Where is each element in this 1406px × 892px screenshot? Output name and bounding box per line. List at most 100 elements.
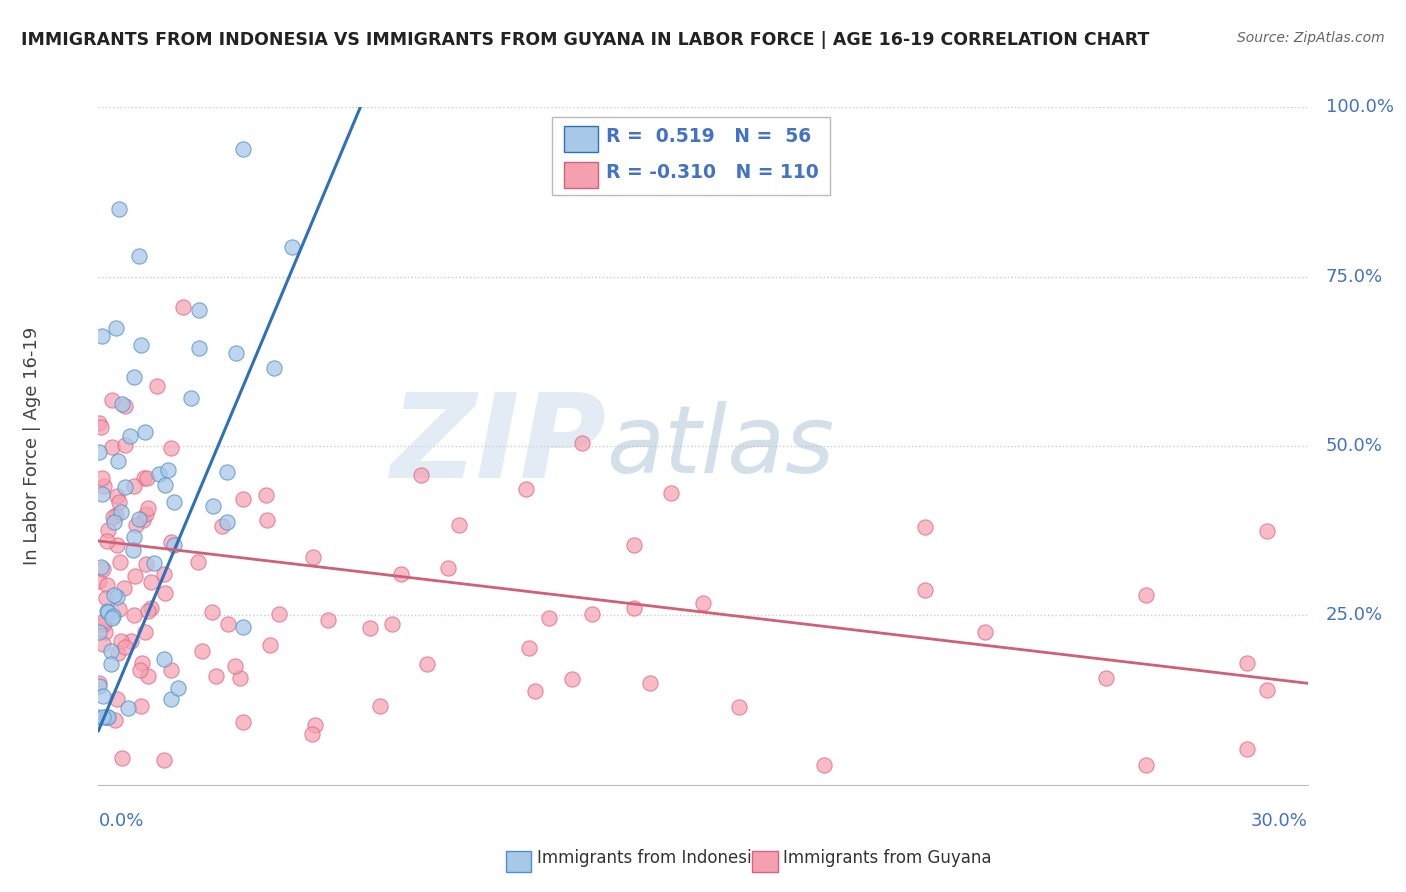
Point bbox=[538, 610, 561, 624]
Point bbox=[131, 657, 153, 671]
Point bbox=[135, 508, 157, 522]
Point bbox=[136, 604, 159, 618]
Text: Source: ZipAtlas.com: Source: ZipAtlas.com bbox=[1237, 31, 1385, 45]
Text: 75.0%: 75.0% bbox=[1326, 268, 1384, 285]
Point bbox=[112, 581, 135, 595]
Point bbox=[232, 491, 254, 506]
Point bbox=[103, 515, 125, 529]
Point bbox=[87, 710, 110, 724]
Point bbox=[111, 397, 134, 411]
Point bbox=[974, 625, 997, 640]
Point bbox=[108, 555, 131, 569]
Point bbox=[153, 586, 176, 600]
Point bbox=[263, 361, 285, 376]
Point bbox=[91, 329, 114, 343]
Point bbox=[101, 393, 124, 408]
Point bbox=[93, 614, 115, 628]
Point bbox=[122, 529, 145, 543]
Point bbox=[254, 488, 277, 502]
Point bbox=[96, 604, 118, 618]
Point bbox=[692, 596, 714, 610]
Point bbox=[523, 683, 546, 698]
Point bbox=[132, 513, 155, 527]
Point bbox=[107, 453, 129, 467]
Point bbox=[129, 338, 152, 352]
Point bbox=[225, 346, 247, 360]
Point bbox=[136, 501, 159, 516]
Point bbox=[107, 202, 129, 216]
Point bbox=[87, 574, 110, 588]
Text: 100.0%: 100.0% bbox=[1326, 98, 1393, 116]
Point bbox=[105, 320, 128, 334]
FancyBboxPatch shape bbox=[551, 117, 830, 195]
Point bbox=[114, 640, 136, 654]
Point bbox=[89, 679, 111, 693]
Point bbox=[105, 489, 128, 503]
Point bbox=[90, 420, 112, 434]
Point bbox=[160, 441, 183, 455]
Point bbox=[87, 675, 110, 690]
Point bbox=[114, 438, 136, 452]
Point bbox=[122, 479, 145, 493]
Point bbox=[100, 657, 122, 672]
Point bbox=[304, 717, 326, 731]
Text: atlas: atlas bbox=[606, 401, 835, 491]
Point bbox=[94, 625, 117, 640]
Point bbox=[104, 713, 127, 727]
Point bbox=[1236, 741, 1258, 756]
Point bbox=[318, 613, 340, 627]
Point bbox=[217, 466, 239, 480]
Point bbox=[124, 569, 146, 583]
Point bbox=[96, 578, 118, 592]
Point bbox=[172, 300, 194, 314]
Point bbox=[108, 495, 131, 509]
Point bbox=[623, 600, 645, 615]
Point bbox=[153, 753, 176, 767]
Point bbox=[301, 550, 323, 565]
Point bbox=[205, 669, 228, 683]
Point bbox=[138, 669, 160, 683]
Point bbox=[217, 617, 239, 632]
Point bbox=[301, 726, 323, 740]
Point bbox=[159, 535, 181, 549]
Point bbox=[638, 676, 661, 690]
Point bbox=[914, 520, 936, 534]
Point bbox=[228, 671, 250, 685]
Point bbox=[111, 751, 134, 765]
Point bbox=[1135, 588, 1157, 602]
Text: 0.0%: 0.0% bbox=[98, 812, 143, 830]
Point bbox=[163, 494, 186, 508]
Point bbox=[122, 543, 145, 558]
Point bbox=[1236, 656, 1258, 670]
Point bbox=[202, 500, 225, 514]
Point bbox=[143, 556, 166, 570]
Point bbox=[139, 600, 162, 615]
FancyBboxPatch shape bbox=[564, 162, 598, 188]
Point bbox=[91, 689, 114, 703]
Point bbox=[96, 710, 118, 724]
Point bbox=[91, 562, 114, 576]
Point bbox=[101, 510, 124, 524]
Point bbox=[87, 417, 110, 431]
Point bbox=[224, 658, 246, 673]
Point bbox=[519, 641, 541, 656]
Point bbox=[139, 574, 162, 589]
Point bbox=[101, 440, 124, 454]
Point bbox=[1135, 757, 1157, 772]
Point bbox=[128, 249, 150, 263]
Point bbox=[103, 588, 125, 602]
Point bbox=[813, 757, 835, 772]
Point bbox=[134, 425, 156, 439]
Text: R = -0.310   N = 110: R = -0.310 N = 110 bbox=[606, 163, 820, 182]
Text: ZIP: ZIP bbox=[391, 389, 606, 503]
Text: 50.0%: 50.0% bbox=[1326, 437, 1382, 455]
Point bbox=[167, 681, 190, 695]
Point bbox=[97, 710, 120, 724]
Point bbox=[120, 633, 142, 648]
Point bbox=[135, 558, 157, 572]
Point bbox=[128, 512, 150, 526]
Point bbox=[96, 533, 118, 548]
Point bbox=[97, 523, 120, 537]
Text: IMMIGRANTS FROM INDONESIA VS IMMIGRANTS FROM GUYANA IN LABOR FORCE | AGE 16-19 C: IMMIGRANTS FROM INDONESIA VS IMMIGRANTS … bbox=[21, 31, 1150, 49]
Point bbox=[191, 643, 214, 657]
